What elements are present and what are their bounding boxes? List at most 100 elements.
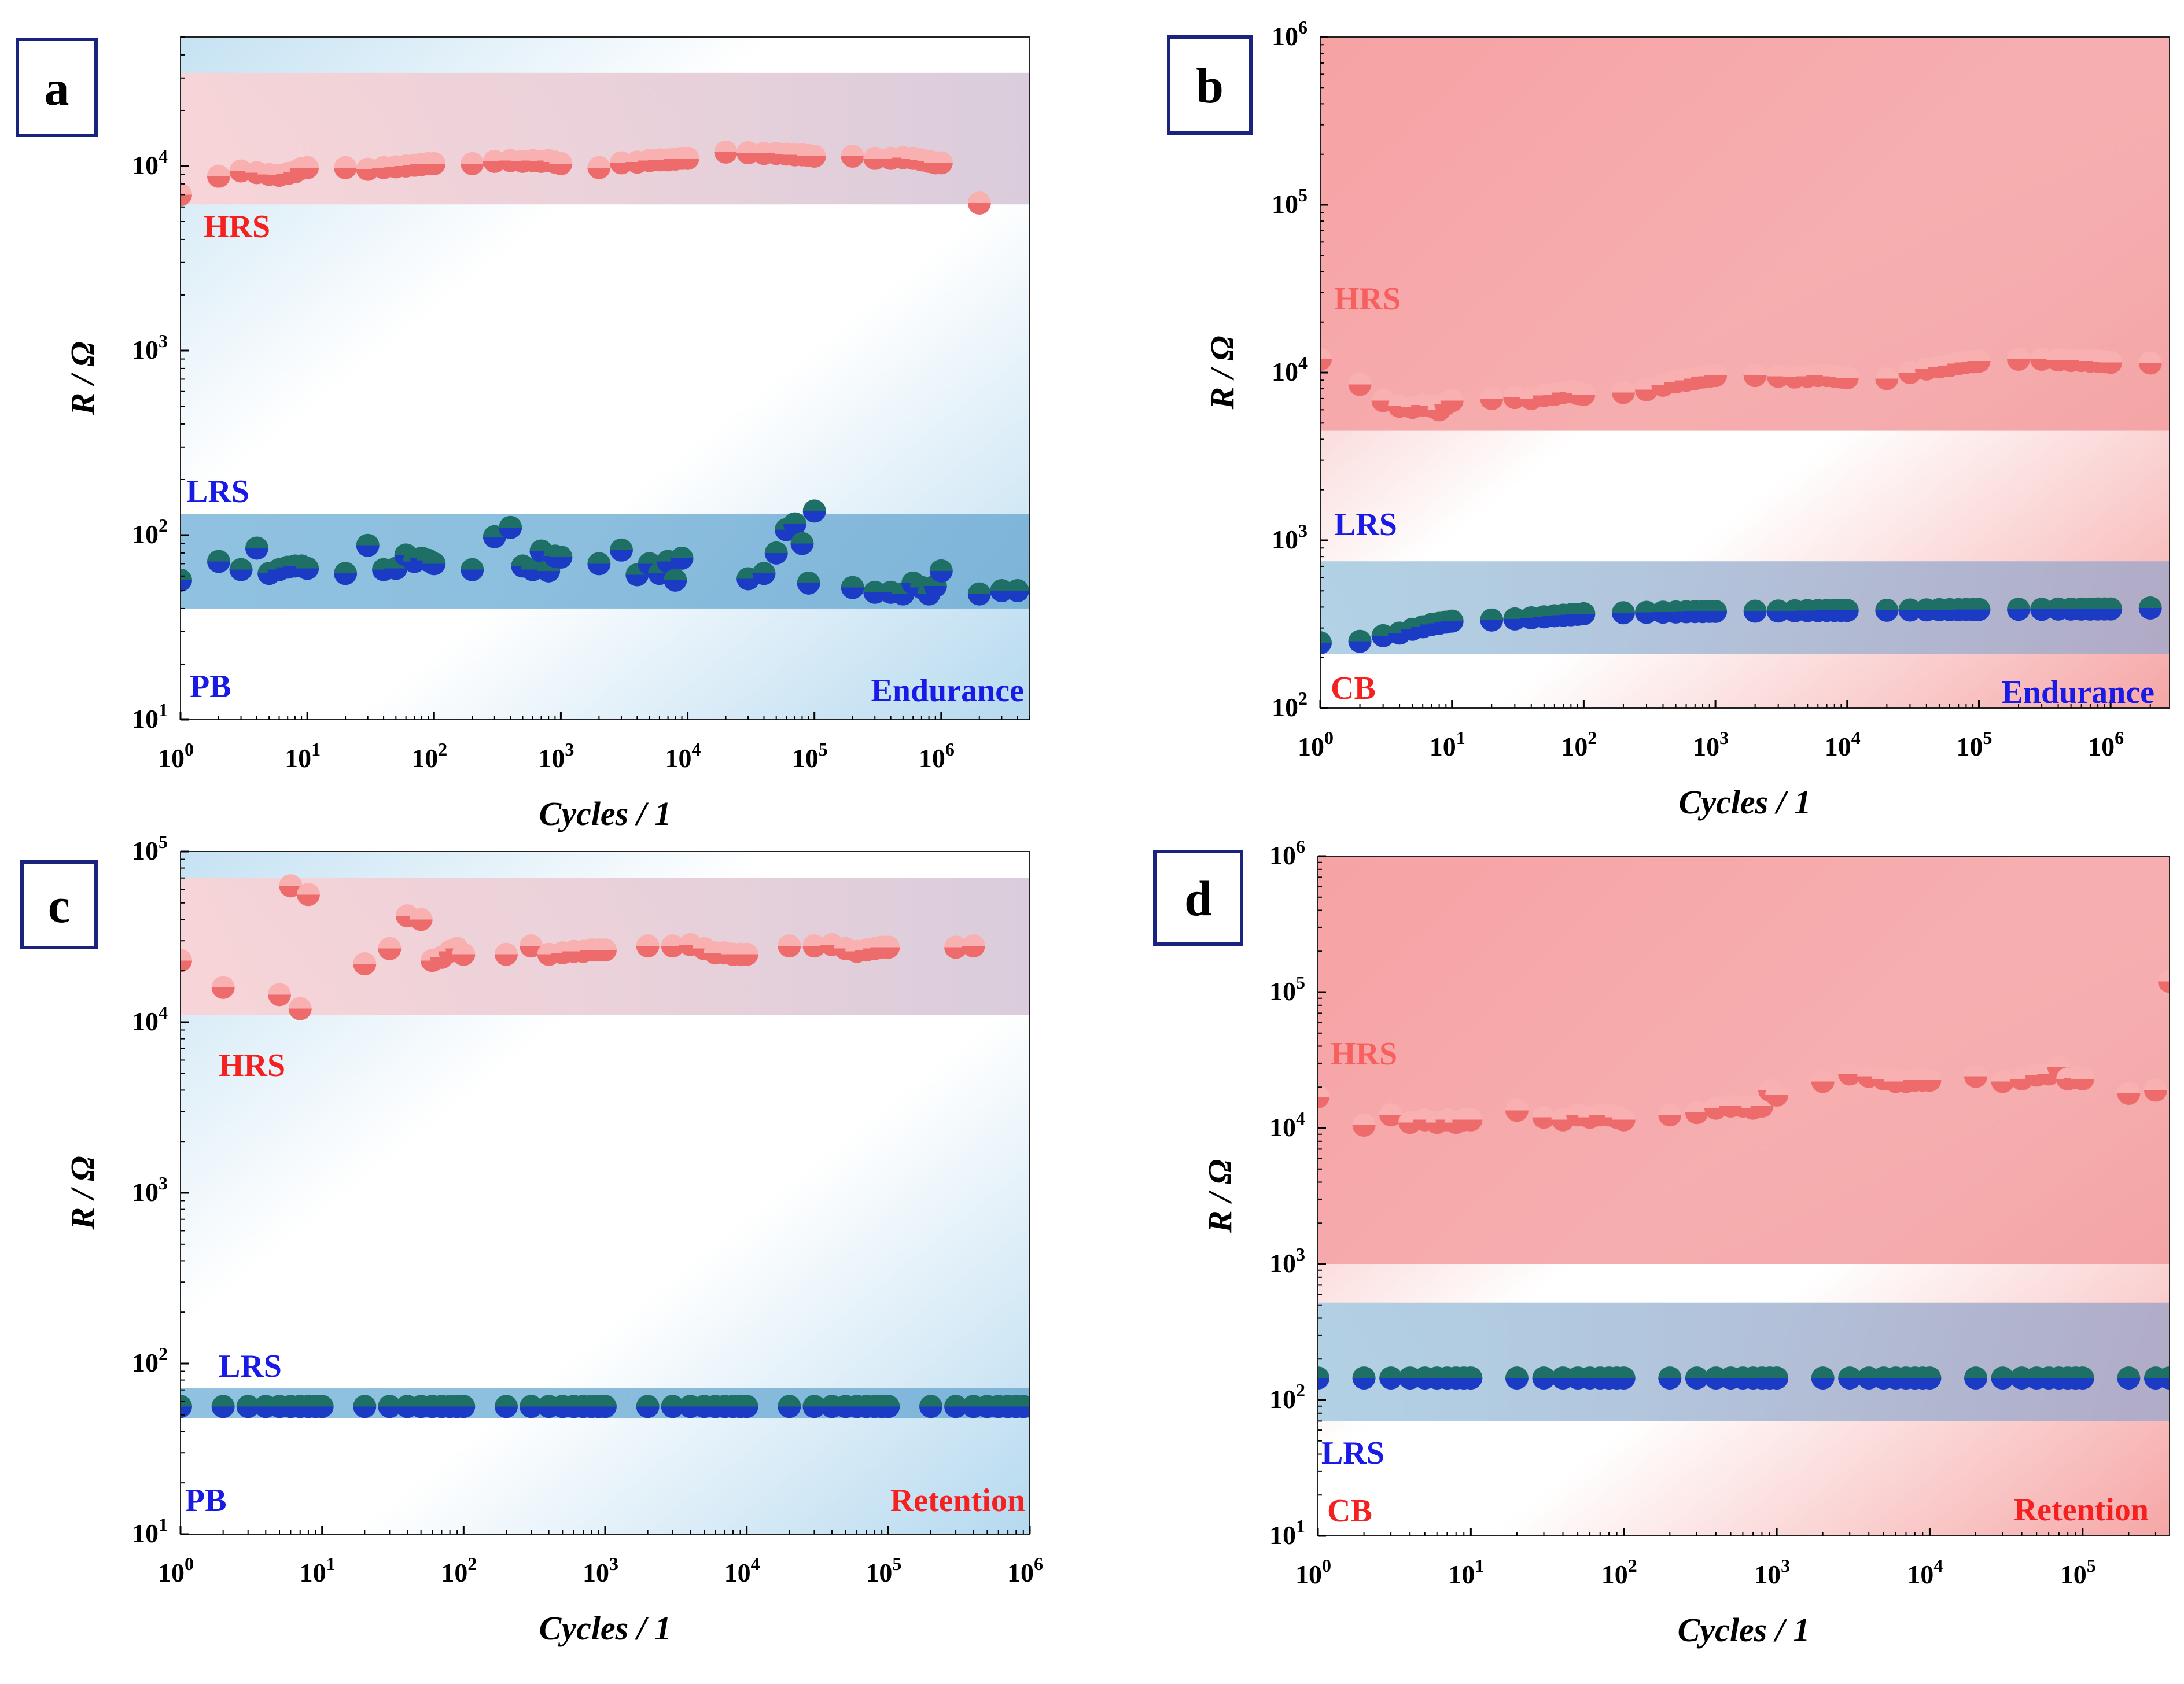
data-point-lrs	[609, 538, 633, 562]
data-point-lrs	[1532, 1366, 1556, 1390]
data-point-hrs	[1835, 366, 1859, 390]
x-tick-label: 102	[1561, 727, 1597, 761]
data-point-hrs	[1704, 364, 1728, 388]
data-point-lrs	[2071, 1366, 2094, 1390]
data-point-hrs	[2099, 351, 2123, 374]
lrs-band	[1318, 1302, 2170, 1421]
data-point-lrs	[1658, 1366, 1682, 1390]
data-point-hrs	[778, 934, 801, 958]
data-point-hrs	[967, 191, 991, 215]
data-point-lrs	[1704, 599, 1728, 623]
data-point-lrs	[876, 1395, 900, 1418]
y-tick-label: 104	[1269, 1108, 1305, 1142]
y-tick-label: 105	[1269, 972, 1305, 1006]
hrs-band	[1318, 856, 2170, 1264]
data-point-hrs	[353, 952, 377, 975]
data-point-hrs	[1918, 1068, 1942, 1092]
series-hrs	[181, 874, 985, 1020]
data-point-lrs	[1635, 600, 1659, 624]
data-point-lrs	[1379, 1366, 1403, 1390]
annotation-base: CB	[1331, 670, 1376, 706]
data-point-hrs	[1991, 1070, 2014, 1093]
y-axis-title: R / Ω	[1203, 336, 1241, 410]
data-point-hrs	[279, 874, 303, 898]
data-point-hrs	[802, 934, 826, 958]
data-point-hrs	[1572, 382, 1596, 406]
data-point-hrs	[661, 934, 684, 958]
data-point-hrs	[944, 935, 968, 959]
y-tick-label: 106	[1272, 17, 1308, 51]
data-point-lrs	[2117, 1366, 2141, 1390]
data-point-lrs	[664, 568, 687, 592]
plot-area	[181, 37, 1030, 720]
data-point-hrs	[676, 146, 699, 170]
data-point-lrs	[783, 512, 806, 536]
data-point-hrs	[378, 937, 402, 960]
x-tick-label: 104	[1907, 1555, 1943, 1589]
panel-d: 101 102 103 104 105 106 100 101 102 103 104 105 Cycl…	[1153, 836, 2170, 1649]
annotation-hrs: HRS	[204, 209, 270, 245]
plot-frame	[1317, 856, 2170, 1536]
annotation-lrs: LRS	[1334, 507, 1397, 543]
data-point-hrs	[520, 934, 543, 958]
data-point-hrs	[735, 942, 758, 966]
data-point-lrs	[1348, 629, 1372, 653]
data-point-hrs	[268, 983, 292, 1007]
annotation-mode: Retention	[2014, 1492, 2149, 1528]
data-point-hrs	[2117, 1082, 2141, 1106]
data-point-lrs	[1743, 599, 1767, 623]
panel-letter: c	[48, 878, 70, 933]
panel-letter: b	[1196, 58, 1224, 113]
data-point-lrs	[735, 1395, 758, 1418]
data-point-lrs	[1964, 1366, 1988, 1390]
data-point-hrs	[594, 938, 617, 962]
data-point-lrs	[353, 1395, 377, 1418]
data-point-hrs	[1352, 1114, 1376, 1137]
x-tick-label: 106	[919, 739, 955, 773]
data-point-hrs	[1503, 386, 1527, 410]
panel-letter: d	[1184, 871, 1212, 926]
data-point-hrs	[1320, 348, 1332, 371]
y-tick-label: 101	[132, 1514, 168, 1548]
data-point-lrs	[1318, 1366, 1329, 1390]
data-point-lrs	[990, 579, 1014, 603]
x-tick-label: 106	[1007, 1553, 1043, 1587]
x-tick-label: 106	[2088, 727, 2124, 761]
x-tick-label: 101	[1448, 1555, 1484, 1589]
x-tick-label: 103	[538, 739, 574, 773]
annotation-hrs: HRS	[1334, 281, 1401, 317]
y-tick-label: 102	[132, 515, 168, 549]
y-axis-title: R / Ω	[64, 341, 101, 415]
annotation-hrs: HRS	[219, 1048, 285, 1084]
data-point-hrs	[1967, 349, 1991, 373]
x-tick-label: 100	[1298, 727, 1334, 761]
data-point-lrs	[841, 576, 864, 599]
series-lrs	[181, 499, 1029, 606]
data-point-hrs	[1658, 1103, 1682, 1127]
data-point-lrs	[499, 515, 522, 539]
y-tick-label: 105	[132, 831, 168, 865]
data-point-hrs	[1685, 1101, 1708, 1125]
data-point-lrs	[1766, 599, 1790, 623]
data-point-lrs	[2007, 598, 2031, 621]
data-point-lrs	[181, 1395, 192, 1418]
y-tick-label: 103	[132, 1173, 168, 1207]
data-point-hrs	[1838, 1062, 1862, 1086]
data-point-lrs	[245, 536, 268, 560]
annotation-hrs: HRS	[1331, 1036, 1397, 1072]
data-point-hrs	[1480, 386, 1504, 410]
data-point-lrs	[1480, 608, 1504, 632]
panel-letter-box	[20, 860, 98, 949]
annotation-mode: Endurance	[871, 673, 1025, 709]
data-point-hrs	[2158, 970, 2170, 993]
data-point-lrs	[1835, 599, 1859, 622]
data-point-hrs	[2007, 348, 2031, 371]
data-point-hrs	[1765, 1083, 1789, 1107]
x-tick-label: 105	[2060, 1555, 2096, 1589]
data-point-hrs	[1811, 1070, 1835, 1093]
annotation-lrs: LRS	[186, 474, 249, 510]
data-point-lrs	[587, 552, 611, 576]
x-tick-label: 105	[1956, 727, 1992, 761]
series-hrs	[181, 140, 991, 215]
